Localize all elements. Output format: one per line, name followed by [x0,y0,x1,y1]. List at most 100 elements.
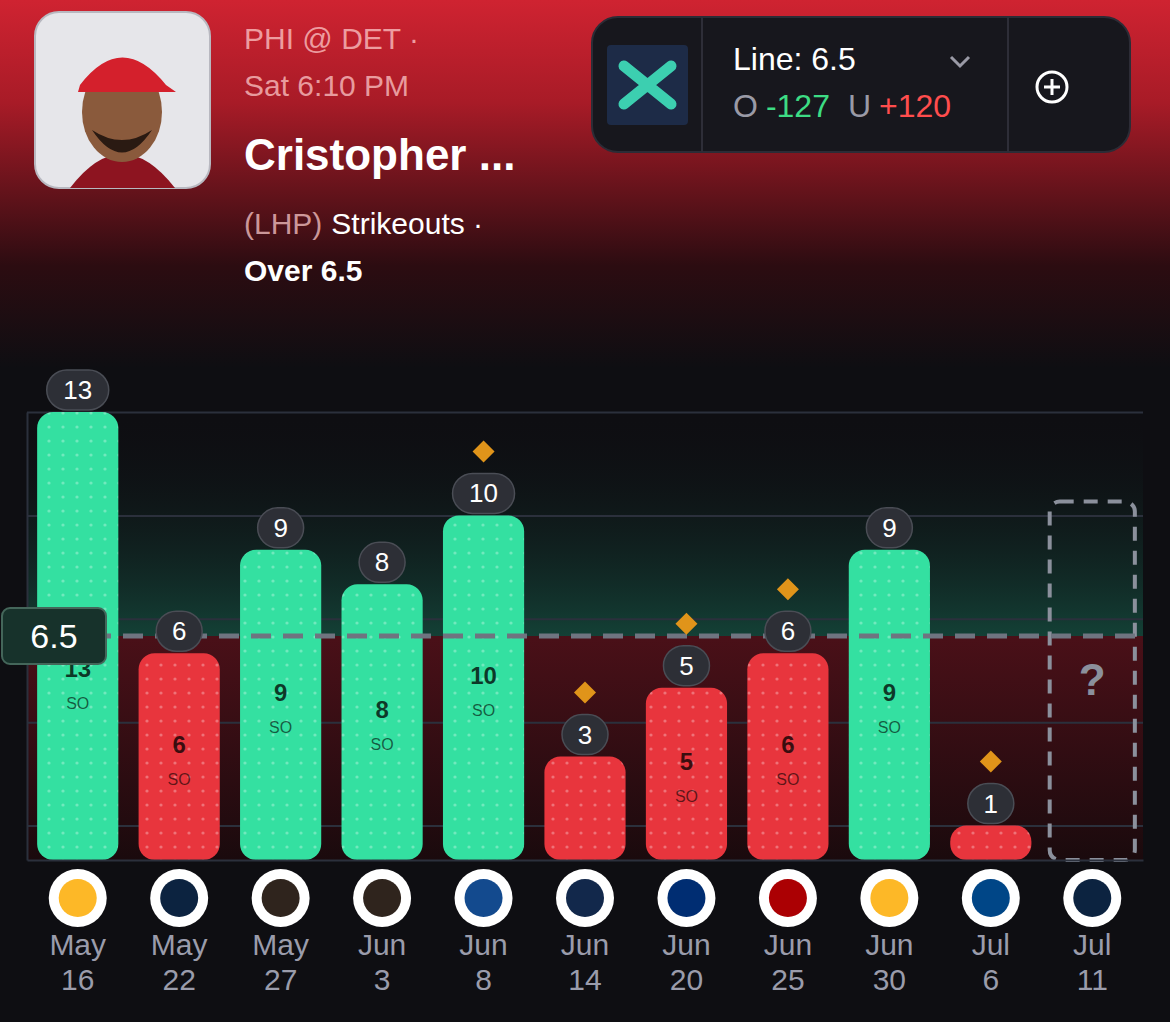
value-label: 1 [984,789,998,819]
x-tick-label-line: 6 [982,963,999,996]
unit-label: SO [269,719,292,736]
x-tick-label-line: Jun [662,928,710,961]
highlight-diamond [574,682,596,704]
x-tick: Jun30 [865,928,913,996]
value-label: 3 [578,720,592,750]
inner-value-label: 10 [470,662,497,689]
team-logo [353,869,411,927]
team-logo-inner [769,879,807,917]
x-tick-label: Jun3 [358,928,406,996]
odds-box: Line: 6.5O-127U+120 [592,17,1130,152]
x-tick-label-line: Jul [1073,928,1111,961]
stat: Strikeouts · [331,207,483,240]
x-axis: May16May22May27Jun3Jun8Jun14Jun20Jun25Ju… [28,861,1144,997]
under-zone [27,636,1143,860]
player-name: Cristopher ... [244,130,515,179]
team-logo-inner [566,879,604,917]
team-logo-inner [870,879,908,917]
x-tick-label-line: May [252,928,309,961]
chart: PHI @ DET ·Sat 6:10 PMCristopher ...(LHP… [0,0,1170,1022]
value-bubble [968,784,1014,824]
x-tick-label-line: Jun [865,928,913,961]
unit-label: SO [776,771,799,788]
over-label: O [733,88,758,124]
y-tick [27,515,1143,516]
value-label: 6 [781,616,795,646]
unit-label: SO [66,695,89,712]
x-tick: Jul6 [972,928,1010,996]
value-label: 8 [375,547,389,577]
value-label: 6 [172,616,186,646]
placeholder [1050,502,1135,860]
x-tick: Jun14 [561,928,609,996]
under-price: +120 [879,88,951,124]
x-tick: Jun3 [358,928,406,996]
x-tick-label: May22 [151,928,208,996]
value-label: 10 [469,478,498,508]
x-tick: Jul11 [1073,928,1111,996]
bar [747,653,828,860]
add-button[interactable] [1037,72,1067,102]
bar [240,550,321,860]
odds-prices: O-127U+120 [733,88,951,124]
x-tick-label: Jun20 [662,928,710,996]
inner-value-label: 6 [173,731,186,758]
game-time: Sat 6:10 PM [244,69,409,102]
x-tick-label-line: 16 [61,963,94,996]
x-tick-label: Jun14 [561,928,609,996]
highlight-diamond [980,751,1002,773]
over-price: -127 [766,88,830,124]
team-logo-inner [1073,879,1111,917]
team-logo [657,869,715,927]
value-bubble [258,508,304,548]
unit-label: SO [168,771,191,788]
x-tick-label-line: Jun [764,928,812,961]
x-tick-label-line: 25 [771,963,804,996]
hand: (LHP) [244,207,322,240]
unit-label: SO [472,702,495,719]
x-tick-label-line: Jul [972,928,1010,961]
value-bubble [765,611,811,651]
team-logo-inner [465,879,503,917]
value-label: 13 [63,375,92,405]
x-tick-label-line: 22 [162,963,195,996]
inner-value-label: 9 [883,679,896,706]
bar [544,757,625,860]
bar [849,550,930,860]
team-logo-inner [59,879,97,917]
team-logo-inner [667,879,705,917]
grid-line [27,412,1143,414]
reference-label-box: 6.5 [2,608,106,664]
y-tick [27,412,1143,413]
x-tick: May22 [151,928,208,996]
bar [443,515,524,860]
unit-label: SO [371,736,394,753]
x-axis-line [28,860,1144,862]
team-logo [860,869,918,927]
team-logo [150,869,208,927]
value-bubble [156,611,202,651]
x-tick-label: Jun25 [764,928,812,996]
team-logo [49,869,107,927]
bars [37,412,1031,860]
bar [950,826,1031,860]
value-bubble [562,715,608,755]
x-tick-label-line: May [151,928,208,961]
x-tick-label-line: May [49,928,106,961]
x-tick-label: May16 [49,928,106,996]
team-logo-inner [972,879,1010,917]
x-tick: May16 [49,928,106,996]
value-bubble [663,646,709,686]
x-tick-label: Jul6 [972,928,1010,996]
bar [139,653,220,860]
inner-value-label: 5 [680,748,693,775]
x-tick-label-line: 3 [374,963,391,996]
x-tick-label: Jun8 [459,928,507,996]
value-label: 9 [882,513,896,543]
over-zone [27,412,1143,636]
pick: Over 6.5 [244,254,362,287]
x-tick-label-line: 11 [1077,963,1108,996]
x-tick-label-line: Jun [459,928,507,961]
team-logos [49,869,1122,927]
x-tick-label-line: Jun [358,928,406,961]
